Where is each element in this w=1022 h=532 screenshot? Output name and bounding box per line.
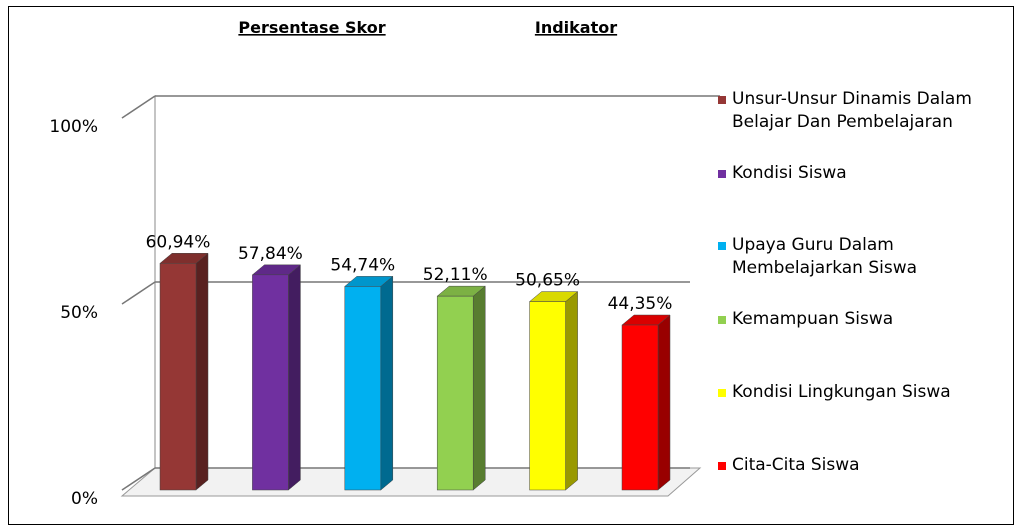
- value-label: 44,35%: [608, 294, 673, 314]
- chart-title: Persentase Skor: [238, 18, 385, 37]
- bar-side: [288, 264, 301, 491]
- legend-swatch: [718, 389, 726, 397]
- bar-side: [565, 291, 578, 491]
- bar-side: [195, 252, 209, 491]
- bar-side: [380, 275, 394, 491]
- legend-swatch: [718, 462, 726, 470]
- legend-item: Kemampuan Siswa: [718, 308, 1008, 331]
- y-tick-label: 0%: [71, 489, 98, 509]
- legend-item: Upaya Guru Dalam Membelajarkan Siswa: [718, 234, 1008, 280]
- floor: [120, 467, 702, 497]
- legend-item: Cita-Cita Siswa: [718, 454, 1008, 477]
- value-label: 57,84%: [238, 244, 303, 264]
- legend-item: Kondisi Lingkungan Siswa: [718, 381, 1008, 404]
- legend-item: Kondisi Siswa: [718, 162, 1008, 185]
- legend-swatch: [718, 170, 726, 178]
- value-label: 54,74%: [330, 255, 395, 275]
- legend-label: Kemampuan Siswa: [732, 309, 894, 329]
- bar: [529, 301, 566, 491]
- legend-label: Unsur-Unsur Dinamis Dalam Belajar Dan Pe…: [732, 89, 972, 132]
- legend-swatch: [718, 316, 726, 324]
- legend-label: Kondisi Lingkungan Siswa: [732, 382, 951, 402]
- legend-swatch: [718, 242, 726, 250]
- legend-label: Cita-Cita Siswa: [732, 455, 860, 475]
- value-label: 50,65%: [515, 271, 580, 291]
- bar: [621, 324, 659, 491]
- bar-side: [657, 314, 671, 491]
- value-label: 52,11%: [423, 265, 488, 285]
- legend-label: Upaya Guru Dalam Membelajarkan Siswa: [732, 235, 918, 278]
- legend-swatch: [718, 96, 726, 104]
- y-tick-label: 50%: [60, 303, 98, 323]
- y-tick-label: 100%: [49, 117, 98, 137]
- bar-side: [472, 285, 486, 491]
- grid-line: [121, 95, 156, 119]
- bar: [159, 263, 197, 491]
- value-label: 60,94%: [146, 232, 211, 252]
- bar: [252, 274, 289, 491]
- frame: [8, 6, 1014, 525]
- grid-line: [121, 467, 156, 491]
- legend-label: Kondisi Siswa: [732, 163, 847, 183]
- chart-subtitle: Indikator: [535, 18, 617, 37]
- bar: [344, 286, 382, 491]
- bar: [436, 295, 474, 491]
- legend-item: Unsur-Unsur Dinamis Dalam Belajar Dan Pe…: [718, 88, 1008, 134]
- grid-line: [121, 281, 156, 305]
